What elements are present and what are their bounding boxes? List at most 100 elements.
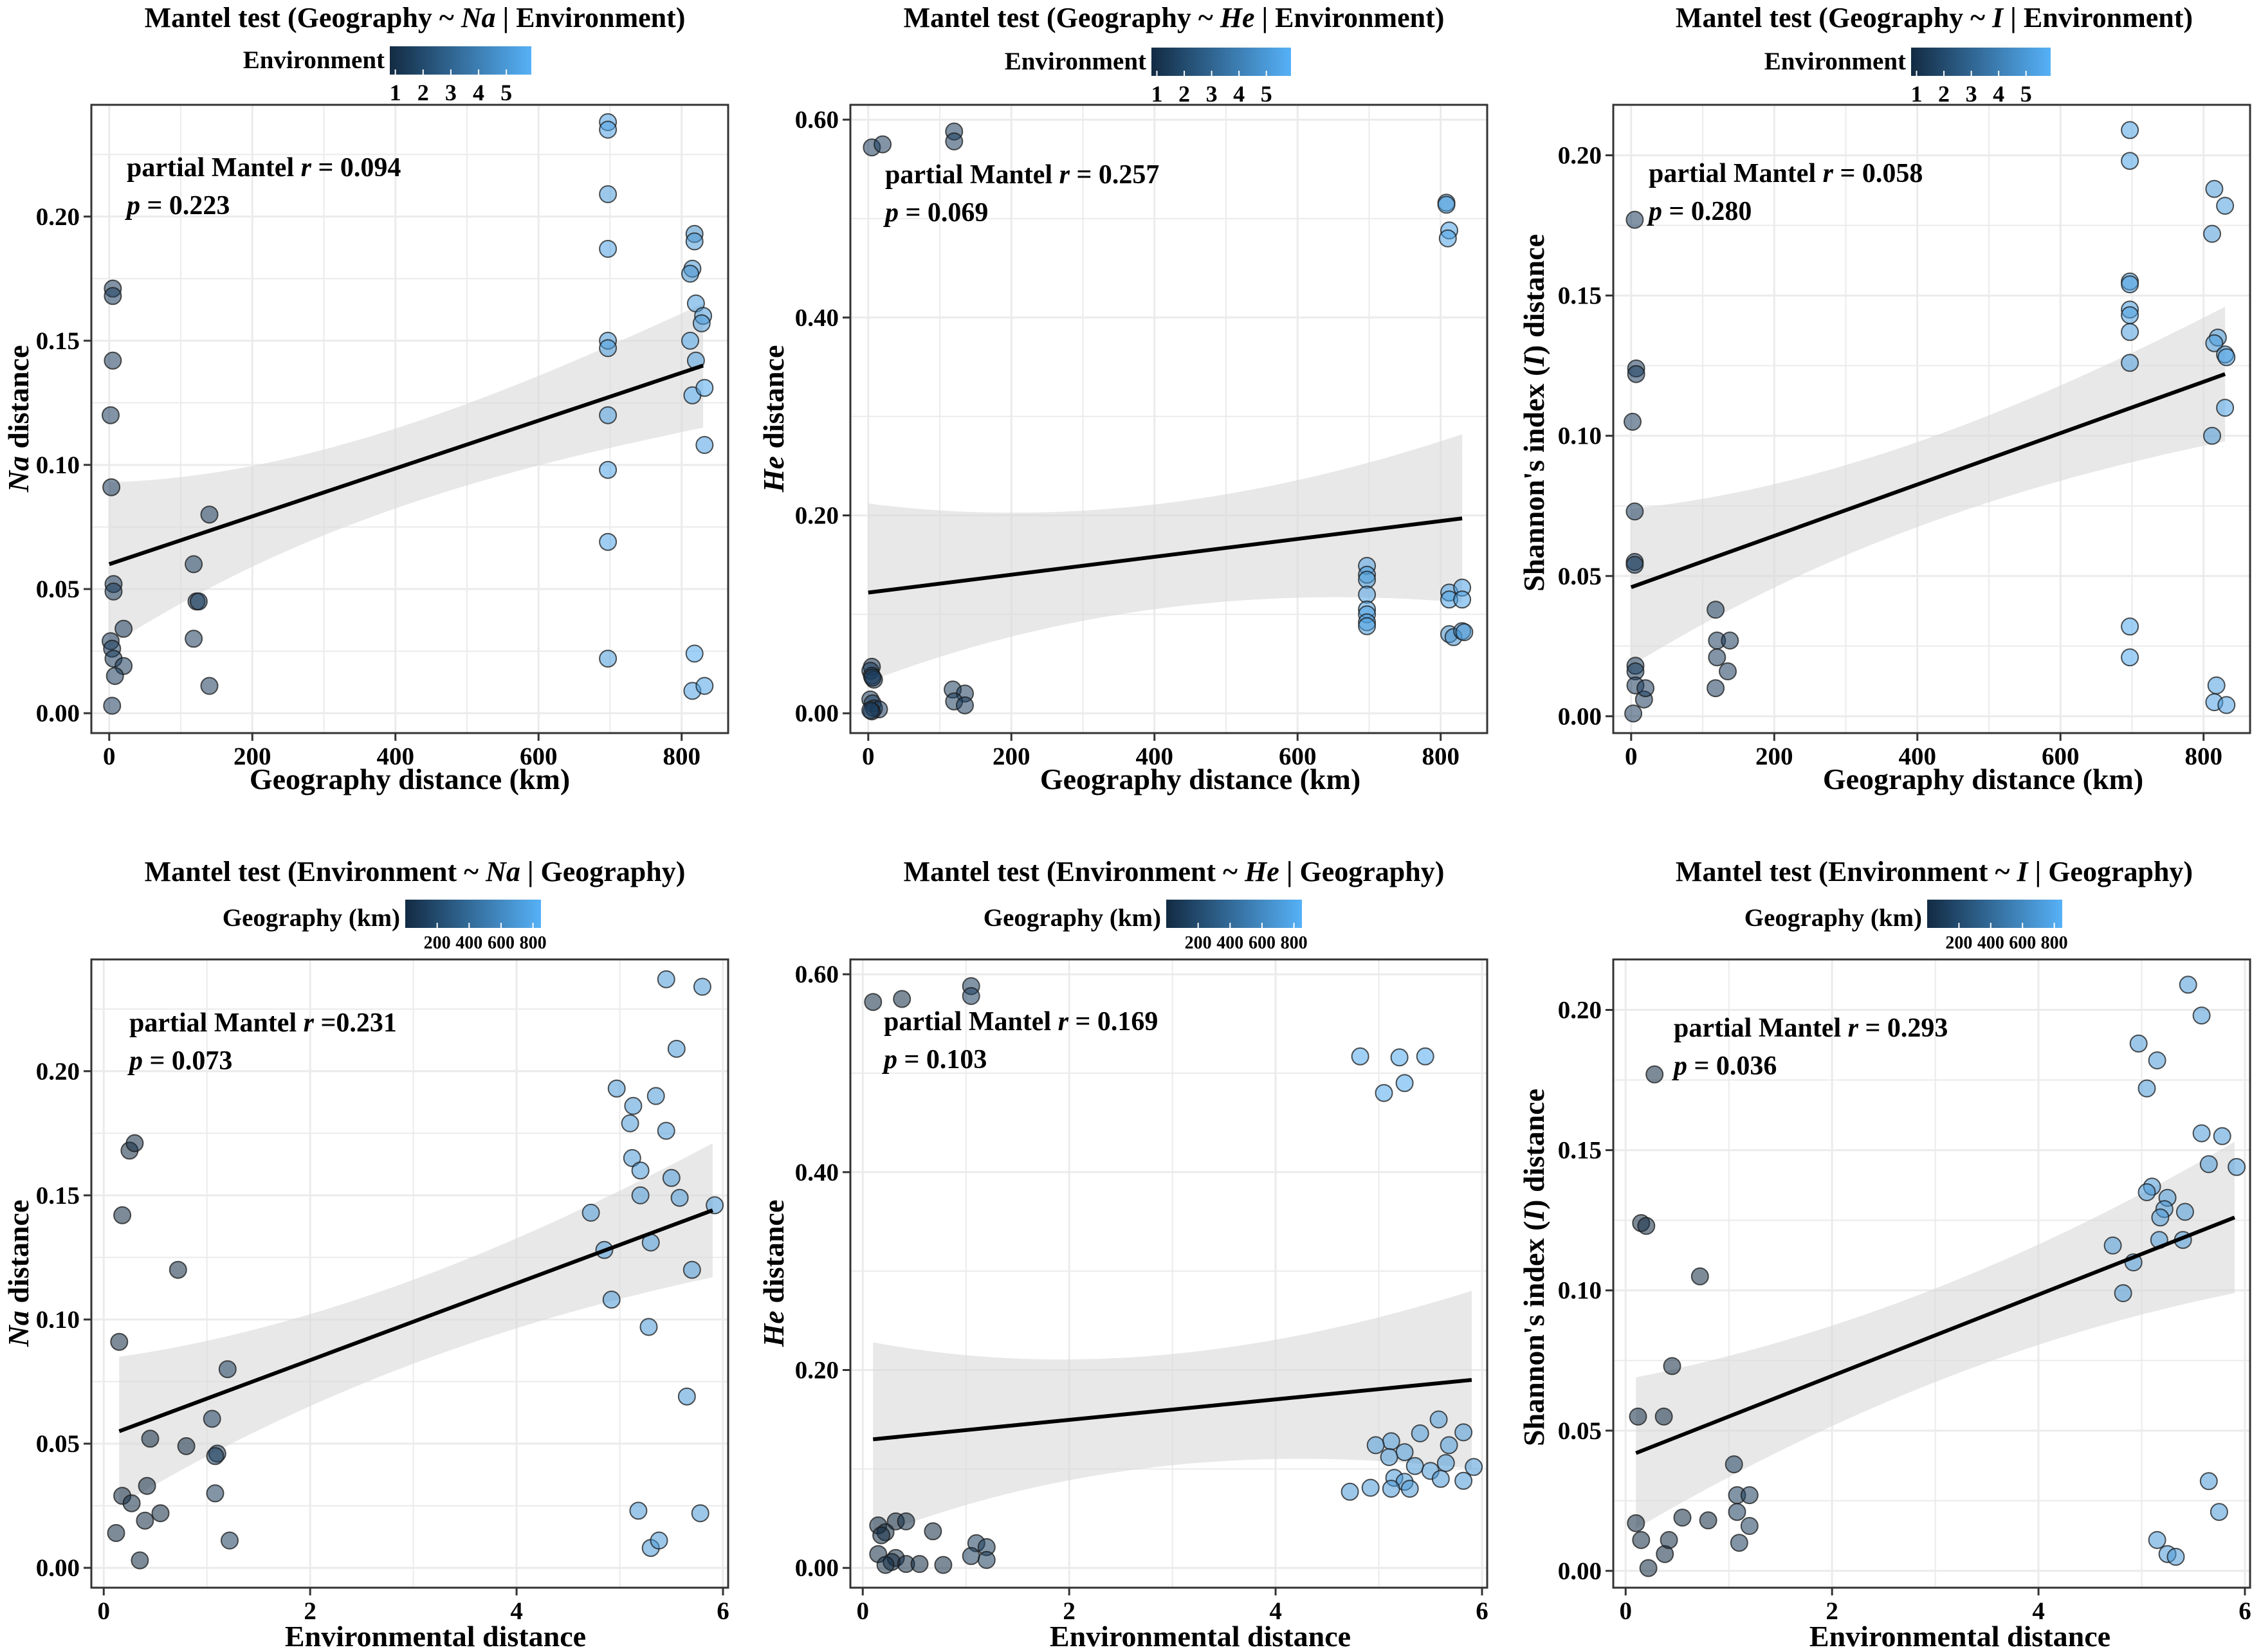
panel-title: Mantel test (Geography ~ I | Environment…: [1676, 2, 2193, 33]
colorbar-tick-label: 3: [445, 80, 457, 105]
mantel-r-annotation: partial Mantel r = 0.293: [1674, 1013, 1948, 1043]
colorbar-label: Environment: [1764, 48, 1906, 75]
scatter-point: [1645, 1065, 1664, 1084]
y-tick-label: 0.20: [1558, 997, 1602, 1024]
scatter-point: [1351, 1047, 1369, 1066]
scatter-point: [599, 460, 618, 479]
x-tick-label: 4: [2032, 1597, 2045, 1625]
scatter-point: [1358, 585, 1377, 604]
scatter-point: [650, 1531, 668, 1550]
scatter-point: [2205, 334, 2224, 352]
scatter-point: [1361, 1478, 1380, 1497]
x-tick-label: 0: [862, 743, 875, 770]
scatter-point: [670, 1188, 689, 1207]
scatter-point: [681, 331, 699, 350]
scatter-point: [200, 676, 219, 695]
scatter-point: [102, 478, 121, 496]
scatter-point: [1380, 1448, 1398, 1466]
x-tick-label: 0: [857, 1597, 870, 1625]
scatter-point: [693, 977, 711, 996]
scatter-point: [874, 135, 892, 154]
y-tick-label: 0.20: [36, 203, 80, 231]
scatter-point: [1624, 412, 1642, 431]
scatter-point: [113, 1206, 132, 1224]
x-tick-label: 4: [1269, 1597, 1282, 1625]
mantel-p-annotation: p = 0.036: [1672, 1051, 1777, 1081]
x-tick-label: 4: [510, 1597, 523, 1625]
colorbar-gradient: [1151, 48, 1291, 76]
scatter-point: [203, 1410, 221, 1428]
scatter-point: [1341, 1482, 1359, 1501]
scatter-point: [1627, 365, 1645, 383]
colorbar-tick-label: 5: [500, 80, 512, 105]
scatter-point: [1411, 1424, 1429, 1442]
x-tick-label: 400: [377, 743, 415, 770]
scatter-point: [657, 1121, 675, 1140]
y-axis-label: He distance: [757, 345, 790, 493]
scatter-point: [1438, 229, 1457, 248]
scatter-point: [1400, 1480, 1419, 1498]
scatter-point: [1395, 1074, 1414, 1093]
colorbar-tick-label: 600: [2009, 933, 2036, 953]
scatter-point: [2129, 1034, 2148, 1053]
scatter-point: [1624, 704, 1643, 723]
scatter-point: [1721, 631, 1739, 650]
scatter-point: [1382, 1480, 1400, 1498]
y-tick-label: 0.00: [36, 700, 80, 727]
x-tick-label: 400: [1136, 743, 1174, 770]
x-tick-label: 200: [993, 743, 1030, 770]
scatter-point: [2192, 1006, 2211, 1025]
scatter-point: [206, 1447, 224, 1466]
panel-geography-i: Mantel test (Geography ~ I | Environment…: [1517, 2, 2251, 795]
y-tick-label: 0.05: [1558, 563, 1602, 590]
mantel-r-annotation: partial Mantel r = 0.058: [1649, 159, 1923, 188]
colorbar-tick-label: 600: [1249, 933, 1276, 953]
scatter-point: [1358, 617, 1377, 635]
scatter-point: [1632, 1530, 1651, 1549]
scatter-point: [125, 1134, 144, 1152]
scatter-point: [677, 1387, 696, 1406]
y-tick-label: 0.10: [36, 1306, 80, 1334]
scatter-point: [581, 1203, 600, 1222]
x-tick-label: 800: [663, 743, 700, 770]
scatter-point: [1707, 679, 1725, 698]
scatter-point: [639, 1318, 658, 1336]
y-axis-label: He distance: [757, 1200, 790, 1348]
colorbar-tick-label: 4: [1233, 81, 1245, 107]
scatter-point: [2121, 306, 2139, 325]
panel-environment-na: Mantel test (Environment ~ Na | Geograph…: [2, 856, 729, 1652]
scatter-point: [962, 986, 980, 1005]
scatter-point: [623, 1148, 641, 1167]
scatter-point: [599, 185, 618, 203]
colorbar-ticks: 200 400 600 800: [1185, 923, 1308, 953]
scatter-point: [1673, 1509, 1692, 1527]
colorbar-tick-label: 1: [1911, 81, 1923, 107]
scatter-point: [1740, 1517, 1759, 1535]
colorbar-tick-label: 3: [1966, 81, 1977, 107]
scatter-point: [893, 990, 911, 1008]
scatter-point: [662, 1168, 681, 1187]
x-tick-label: 6: [717, 1597, 729, 1625]
x-tick-label: 0: [1620, 1597, 1633, 1625]
y-tick-label: 0.20: [795, 1357, 839, 1384]
scatter-point: [1637, 1217, 1656, 1235]
y-axis-label: Shannon's index (I) distance: [1517, 1089, 1550, 1446]
y-axis-label: Na distance: [2, 1200, 35, 1348]
scatter-point: [599, 406, 618, 424]
confidence-band: [109, 303, 704, 646]
scatter-plot: 0 2 4 6 0.00 0.05 0.10 0.15 0.20: [36, 958, 729, 1625]
x-tick-label: 0: [103, 743, 116, 770]
panel-border: [90, 104, 729, 734]
scatter-point: [1416, 1047, 1434, 1066]
regression-line: [118, 1208, 713, 1433]
panel-title: Mantel test (Geography ~ Na | Environmen…: [145, 2, 686, 33]
scatter-point: [200, 505, 219, 524]
scatter-point: [2216, 399, 2235, 417]
scatter-point: [1375, 1084, 1393, 1102]
y-tick-label: 0.15: [36, 1182, 80, 1210]
scatter-point: [607, 1079, 626, 1098]
scatter-point: [682, 1260, 701, 1279]
y-tick-label: 0.60: [795, 961, 839, 988]
scatter-point: [2175, 1203, 2194, 1221]
